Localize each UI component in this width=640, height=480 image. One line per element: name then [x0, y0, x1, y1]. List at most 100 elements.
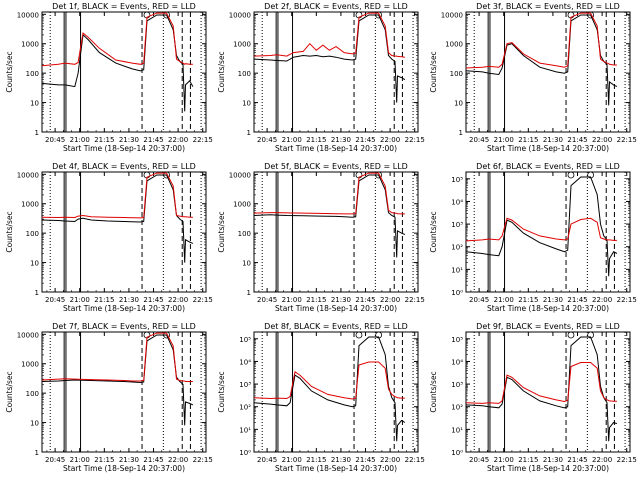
x-tick-label: 21:00 — [494, 136, 514, 144]
panel-det-1: 1 10 100 1000 10000 20:45 21:00 21:15 21:30 21:45… — [5, 2, 213, 153]
x-tick-label: 21:30 — [331, 456, 351, 464]
x-tick-label: 21:15 — [306, 456, 326, 464]
y-tick-label: 1 — [35, 129, 39, 137]
y-tick-label: 10² — [451, 244, 463, 252]
x-tick-label: 21:15 — [518, 296, 538, 304]
x-tick-label: 22:15 — [617, 456, 637, 464]
series-line-events — [41, 14, 194, 112]
x-tick-label: 20:45 — [257, 296, 277, 304]
plot-frame — [465, 171, 631, 293]
y-tick-label: 100 — [26, 230, 39, 238]
x-tick-label: 22:15 — [193, 456, 213, 464]
x-axis-label: Start Time (18-Sep-14 20:37:00) — [63, 464, 185, 473]
x-tick-label: 21:00 — [70, 456, 90, 464]
x-tick-label: 20:45 — [45, 456, 65, 464]
y-tick-label: 1000 — [233, 201, 251, 209]
x-tick-label: 21:30 — [119, 136, 139, 144]
x-tick-label: 22:15 — [405, 136, 425, 144]
x-tick-label: 22:00 — [592, 136, 612, 144]
x-tick-label: 22:00 — [380, 296, 400, 304]
series-line-events — [465, 176, 618, 277]
panel-title: Det 5f, BLACK = Events, RED = LLD — [264, 162, 408, 171]
y-tick-label: 10³ — [451, 221, 463, 229]
series-line-events — [253, 336, 406, 442]
x-tick-label: 21:45 — [355, 296, 375, 304]
x-tick-label: 22:00 — [168, 296, 188, 304]
x-tick-label: 21:30 — [543, 296, 563, 304]
y-tick-label: 10 — [242, 260, 251, 268]
x-tick-label: 21:45 — [143, 136, 163, 144]
y-tick-label: 10 — [30, 420, 39, 428]
panel-title: Det 8f, BLACK = Events, RED = LLD — [264, 322, 408, 331]
x-tick-label: 21:45 — [567, 136, 587, 144]
y-axis-label: Counts/sec — [5, 51, 14, 92]
x-axis-label: Start Time (18-Sep-14 20:37:00) — [63, 304, 185, 313]
series-line-events — [253, 14, 406, 103]
x-axis-label: Start Time (18-Sep-14 20:37:00) — [487, 144, 609, 153]
x-tick-label: 22:15 — [617, 136, 637, 144]
y-tick-label: 10⁴ — [451, 358, 463, 366]
x-tick-label: 22:15 — [405, 456, 425, 464]
y-tick-label: 1000 — [21, 361, 39, 369]
plot-frame — [41, 331, 207, 453]
x-tick-label: 22:15 — [617, 296, 637, 304]
y-tick-label: 10⁴ — [239, 358, 251, 366]
plot-frame — [41, 11, 207, 133]
x-axis-label: Start Time (18-Sep-14 20:37:00) — [487, 464, 609, 473]
x-tick-label: 21:30 — [331, 136, 351, 144]
y-tick-label: 100 — [26, 390, 39, 398]
y-axis-label: Counts/sec — [429, 51, 438, 92]
interval-flag-marker — [567, 171, 575, 179]
x-tick-label: 22:00 — [380, 456, 400, 464]
y-axis-label: Counts/sec — [5, 211, 14, 252]
y-tick-label: 10 — [242, 100, 251, 108]
y-axis-label: Counts/sec — [217, 371, 226, 412]
x-tick-label: 20:45 — [257, 136, 277, 144]
x-tick-label: 21:45 — [355, 456, 375, 464]
y-tick-label: 10³ — [239, 381, 251, 389]
y-axis-label: Counts/sec — [429, 211, 438, 252]
panel-det-5: 1 10 100 1000 10000 20:45 21:00 21:15 21:30 21:45… — [217, 162, 425, 313]
y-tick-label: 100 — [26, 70, 39, 78]
x-tick-label: 20:45 — [45, 296, 65, 304]
x-tick-label: 21:15 — [94, 456, 114, 464]
plot-frame — [465, 331, 631, 453]
x-axis-label: Start Time (18-Sep-14 20:37:00) — [275, 464, 397, 473]
x-tick-label: 20:45 — [257, 456, 277, 464]
y-tick-label: 10000 — [229, 11, 251, 19]
series-line-lld — [253, 361, 405, 400]
y-axis-label: Counts/sec — [217, 51, 226, 92]
y-tick-label: 100 — [238, 70, 251, 78]
y-tick-label: 10⁵ — [451, 336, 463, 344]
x-axis-label: Start Time (18-Sep-14 20:37:00) — [487, 304, 609, 313]
panel-det-4: 1 10 100 1000 10000 20:45 21:00 21:15 21:30 21:45… — [5, 162, 213, 313]
y-tick-label: 10 — [30, 100, 39, 108]
x-axis-label: Start Time (18-Sep-14 20:37:00) — [275, 304, 397, 313]
x-tick-label: 21:15 — [306, 296, 326, 304]
series-line-lld — [41, 332, 193, 382]
x-tick-label: 21:30 — [119, 456, 139, 464]
y-tick-label: 10² — [451, 404, 463, 412]
y-tick-label: 10000 — [441, 11, 463, 19]
y-tick-label: 1000 — [21, 201, 39, 209]
panel-title: Det 6f, BLACK = Events, RED = LLD — [476, 162, 620, 171]
panel-title: Det 1f, BLACK = Events, RED = LLD — [52, 2, 196, 11]
panel-title: Det 7f, BLACK = Events, RED = LLD — [52, 322, 196, 331]
x-axis-label: Start Time (18-Sep-14 20:37:00) — [275, 144, 397, 153]
plot-frame — [465, 11, 631, 133]
x-tick-label: 22:15 — [193, 296, 213, 304]
interval-flag-marker — [355, 331, 363, 339]
x-tick-label: 20:45 — [45, 136, 65, 144]
series-line-lld — [41, 172, 193, 219]
x-tick-label: 21:15 — [94, 136, 114, 144]
y-tick-label: 10000 — [17, 171, 39, 179]
y-axis-label: Counts/sec — [429, 371, 438, 412]
panel-title: Det 4f, BLACK = Events, RED = LLD — [52, 162, 196, 171]
y-tick-label: 1000 — [445, 41, 463, 49]
x-tick-label: 22:15 — [193, 136, 213, 144]
series-line-events — [465, 14, 618, 106]
x-tick-label: 21:45 — [355, 136, 375, 144]
panel-det-2: 1 10 100 1000 10000 20:45 21:00 21:15 21:30 21:45… — [217, 2, 425, 153]
series-line-events — [465, 336, 618, 442]
